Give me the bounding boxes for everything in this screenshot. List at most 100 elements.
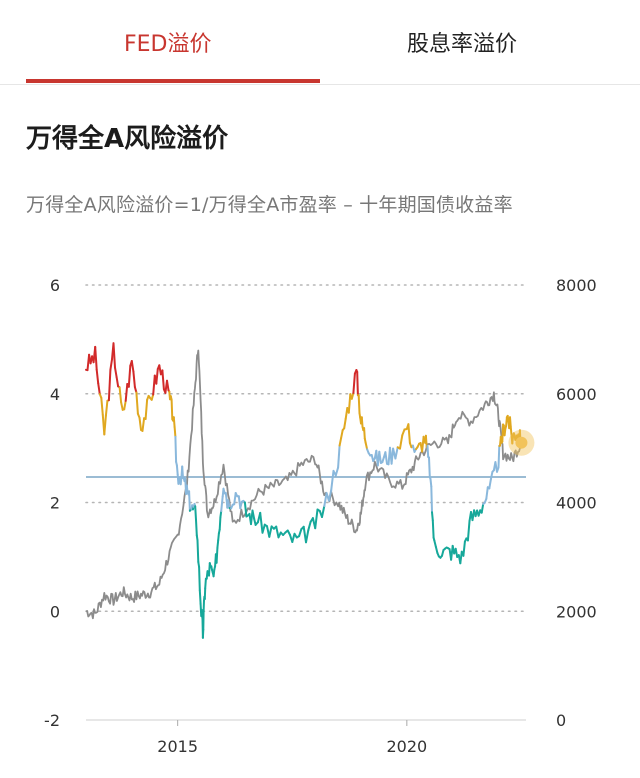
premium-series-segment xyxy=(144,398,149,420)
premium-series-segment xyxy=(462,540,466,557)
premium-series-segment xyxy=(127,364,132,388)
premium-series-segment xyxy=(454,547,459,558)
premium-series-segment xyxy=(120,401,124,411)
premium-series-segment xyxy=(378,450,382,464)
premium-series-segment xyxy=(259,511,264,534)
tab-fed-premium[interactable]: FED溢价 xyxy=(124,32,212,57)
premium-series-segment xyxy=(343,417,347,430)
premium-series-segment xyxy=(363,427,366,440)
premium-series-segment xyxy=(488,478,492,490)
premium-series-segment xyxy=(132,370,136,389)
premium-series-segment xyxy=(103,414,107,436)
premium-series-segment xyxy=(109,358,113,371)
premium-series-segment xyxy=(430,485,433,514)
premium-series-segment xyxy=(251,509,256,520)
premium-series-segment xyxy=(426,444,430,458)
right-axis-tick: 0 xyxy=(556,711,566,730)
premium-series-segment xyxy=(179,475,183,486)
right-axis-tick: 2000 xyxy=(556,602,597,621)
premium-series-segment xyxy=(112,342,116,369)
premium-series-segment xyxy=(327,489,333,502)
premium-series-segment xyxy=(340,429,344,440)
premium-series-segment xyxy=(216,539,220,549)
premium-series-segment xyxy=(141,417,146,432)
right-axis-tick: 8000 xyxy=(556,276,597,295)
premium-series-segment xyxy=(198,566,201,592)
premium-series-segment xyxy=(219,510,223,519)
premium-series-segment xyxy=(352,372,356,394)
tab-dividend-premium[interactable]: 股息率溢价 xyxy=(407,32,518,57)
premium-series-segment xyxy=(130,360,135,373)
premium-series-segment xyxy=(94,345,98,371)
premium-series-segment xyxy=(104,399,109,417)
premium-series-segment xyxy=(337,444,341,469)
premium-series-segment xyxy=(172,416,176,428)
premium-series-segment xyxy=(466,520,471,542)
premium-series-segment xyxy=(107,368,112,402)
premium-series-segment xyxy=(261,523,266,534)
premium-series-segment xyxy=(364,441,369,451)
premium-series-segment xyxy=(115,376,120,388)
premium-series-segment xyxy=(431,511,434,522)
premium-series-segment xyxy=(95,368,100,385)
premium-series-segment xyxy=(429,478,433,488)
premium-series-segment xyxy=(291,532,296,543)
premium-series-segment xyxy=(431,519,435,539)
left-axis-tick: 2 xyxy=(50,494,60,513)
premium-series-segment xyxy=(511,435,514,445)
premium-series-segment xyxy=(198,589,202,605)
premium-series-segment xyxy=(97,382,101,396)
premium-series-segment xyxy=(224,492,228,501)
premium-series-segment xyxy=(194,505,197,521)
chart-title: 万得全A风险溢价 xyxy=(26,124,229,154)
premium-series-segment xyxy=(155,368,159,385)
premium-series-segment xyxy=(298,528,303,538)
premium-series-segment xyxy=(124,383,129,402)
premium-series-segment xyxy=(356,370,359,397)
premium-series-segment xyxy=(503,427,507,437)
chart: 6 4 2 0 -2 8000 6000 4000 2000 0 2015 2020 xyxy=(44,276,597,756)
premium-series-segment xyxy=(489,470,494,481)
premium-series-segment xyxy=(357,394,361,415)
premium-series-segment xyxy=(434,545,439,554)
premium-series-segment xyxy=(166,379,170,392)
premium-series-segment xyxy=(212,568,216,578)
premium-series-segment xyxy=(220,502,223,513)
premium-series-segment xyxy=(505,416,508,428)
premium-series-segment xyxy=(428,456,431,479)
premium-series-segment xyxy=(227,499,231,510)
premium-series-segment xyxy=(323,492,328,508)
premium-series-segment xyxy=(175,464,179,476)
premium-series-segment xyxy=(401,428,406,437)
index-series-line xyxy=(85,349,523,620)
left-axis-tick: 4 xyxy=(50,385,60,404)
x-axis-tick: 2015 xyxy=(157,737,198,756)
premium-series-segment xyxy=(305,529,310,544)
premium-series-segment xyxy=(170,398,174,421)
right-axis-tick: 6000 xyxy=(556,385,597,404)
premium-series-segment xyxy=(217,532,220,542)
left-axis-tick: 6 xyxy=(50,276,60,295)
premium-series-segment xyxy=(384,451,388,465)
premium-series-segment xyxy=(314,508,319,530)
premium-series-segment xyxy=(185,484,189,494)
premium-series-segment xyxy=(239,500,243,510)
premium-series-segment xyxy=(100,396,104,416)
premium-series-segment xyxy=(394,446,399,460)
premium-series-segment xyxy=(321,505,326,518)
premium-series-segment xyxy=(174,435,178,463)
premium-series-segment xyxy=(338,437,343,447)
premium-series-segment xyxy=(330,469,335,492)
premium-series-segment xyxy=(424,434,428,448)
premium-series-segment xyxy=(243,501,248,518)
premium-series-segment xyxy=(161,369,165,391)
premium-series-segment xyxy=(350,391,355,400)
chart-subtitle: 万得全A风险溢价=1/万得全A市盈率 – 十年期国债收益率 xyxy=(26,194,513,216)
premium-series-segment xyxy=(221,495,224,505)
premium-series-segment xyxy=(114,366,118,378)
premium-series-segment xyxy=(233,492,237,506)
premium-series-segment xyxy=(181,465,184,480)
premium-series-segment xyxy=(399,434,404,450)
premium-series-segment xyxy=(123,399,127,411)
latest-point-marker xyxy=(515,436,528,449)
